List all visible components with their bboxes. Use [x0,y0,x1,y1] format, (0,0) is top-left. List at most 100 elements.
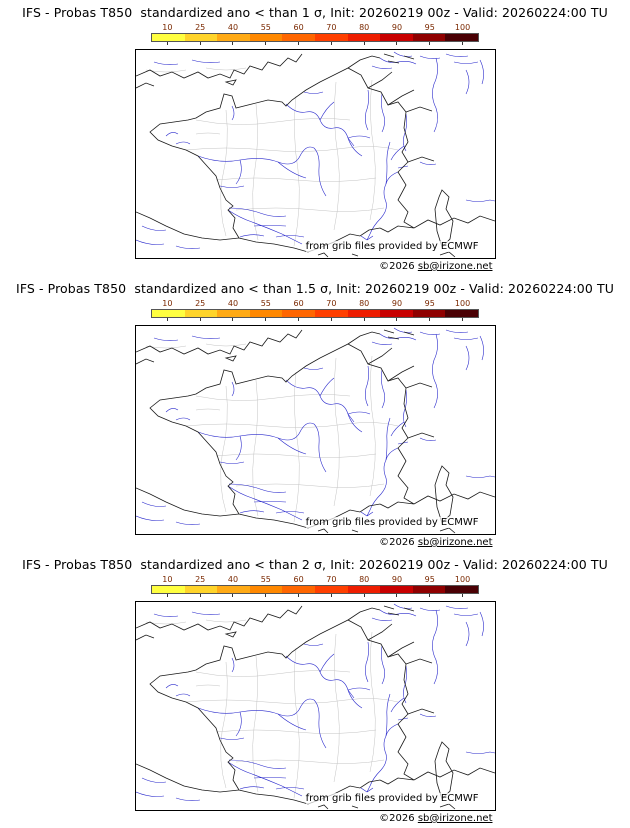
colorbar-label: 60 [293,299,304,308]
copyright-line: ©2026 sb@irizone.net [136,537,495,548]
colorbar-tick [184,318,217,322]
colorbar-segment [347,34,381,41]
copyright-line: ©2026 sb@irizone.net [136,261,495,272]
colorbar-ticks [151,318,479,322]
copyright-text: ©2026 [379,537,418,548]
colorbar-tick [249,594,282,598]
colorbar-tick [217,42,250,46]
colorbar-segment [184,310,218,317]
forecast-panel-2: IFS - Probas T850 standardized ano < tha… [0,276,630,552]
colorbar-segment [314,34,348,41]
colorbar-labels: 10 25 40 55 60 70 80 90 95 100 [151,299,479,309]
probability-colorbar: 10 25 40 55 60 70 80 90 95 100 [151,299,479,322]
colorbar-segment [152,310,185,317]
colorbar-label: 25 [195,299,206,308]
colorbar-tick [151,594,184,598]
author-link[interactable]: sb@irizone.net [417,537,493,548]
colorbar-label: 55 [260,23,271,32]
colorbar-label: 90 [391,575,403,584]
colorbar-segment [249,586,283,593]
france-map [135,51,495,258]
colorbar-segment [152,586,185,593]
colorbar-tick [249,42,282,46]
colorbar-tick [282,318,315,322]
copyright-line: ©2026 sb@irizone.net [136,813,495,824]
author-link[interactable]: sb@irizone.net [417,813,493,824]
forecast-panel-1: IFS - Probas T850 standardized ano < tha… [0,0,630,276]
probability-colorbar: 10 25 40 55 60 70 80 90 95 100 [151,23,479,46]
colorbar-tick [315,318,348,322]
copyright-text: ©2026 [379,261,418,272]
colorbar-label: 55 [260,575,271,584]
colorbar-tick [446,318,479,322]
colorbar-label: 70 [326,299,337,308]
panel-title: IFS - Probas T850 standardized ano < tha… [22,5,608,20]
colorbar-tick [217,594,250,598]
panel-title: IFS - Probas T850 standardized ano < tha… [22,557,608,572]
france-map [135,327,495,534]
data-source-note: from grib files provided by ECMWF [305,241,479,252]
colorbar-tick [282,594,315,598]
colorbar-label: 60 [293,575,304,584]
colorbar-segment [217,310,250,317]
colorbar-tick [348,594,381,598]
probability-colorbar: 10 25 40 55 60 70 80 90 95 100 [151,575,479,598]
colorbar-tick [381,318,414,322]
colorbar-tick [348,318,381,322]
colorbar-tick [151,318,184,322]
colorbar-tick [249,318,282,322]
colorbar-tick [184,594,217,598]
colorbar-segment [152,34,185,41]
colorbar-tick [315,594,348,598]
france-map [135,603,495,810]
colorbar-label: 80 [359,23,370,32]
colorbar-segment [184,586,218,593]
colorbar-tick [446,42,479,46]
colorbar-label: 95 [424,23,435,32]
colorbar-label: 25 [195,23,206,32]
colorbar-tick [413,318,446,322]
colorbar-segment [282,586,315,593]
colorbar-tick [282,42,315,46]
colorbar-tick [413,594,446,598]
colorbar-label: 95 [424,299,435,308]
colorbar-segment [380,586,413,593]
colorbar-segment [282,310,315,317]
colorbar-segment [412,34,446,41]
colorbar-segment [445,34,478,41]
colorbar-tick [151,42,184,46]
data-source-note: from grib files provided by ECMWF [305,793,479,804]
colorbar-segment [314,586,348,593]
colorbar-tick [381,594,414,598]
colorbar-label: 10 [162,299,173,308]
colorbar-label: 90 [391,299,403,308]
colorbar-label: 100 [454,23,471,32]
colorbar-label: 95 [424,575,435,584]
colorbar-tick [315,42,348,46]
map-panel: from grib files provided by ECMWF [134,49,496,259]
colorbar-segment [314,310,348,317]
colorbar-segment [380,34,413,41]
colorbar-label: 40 [227,23,239,32]
colorbar-segment [217,34,250,41]
colorbar-label: 40 [227,299,239,308]
colorbar-label: 60 [293,23,304,32]
colorbar-segment [445,586,478,593]
colorbar-label: 10 [162,23,173,32]
colorbar-tick [381,42,414,46]
colorbar-labels: 10 25 40 55 60 70 80 90 95 100 [151,23,479,33]
colorbar-segment [412,310,446,317]
colorbar-label: 100 [454,299,471,308]
colorbar-gradient [151,585,479,594]
colorbar-gradient [151,33,479,42]
panel-title: IFS - Probas T850 standardized ano < tha… [16,281,614,296]
colorbar-segment [249,310,283,317]
colorbar-gradient [151,309,479,318]
colorbar-segment [445,310,478,317]
author-link[interactable]: sb@irizone.net [417,261,493,272]
colorbar-label: 100 [454,575,471,584]
colorbar-tick [413,42,446,46]
colorbar-tick [217,318,250,322]
colorbar-tick [446,594,479,598]
colorbar-segment [217,586,250,593]
